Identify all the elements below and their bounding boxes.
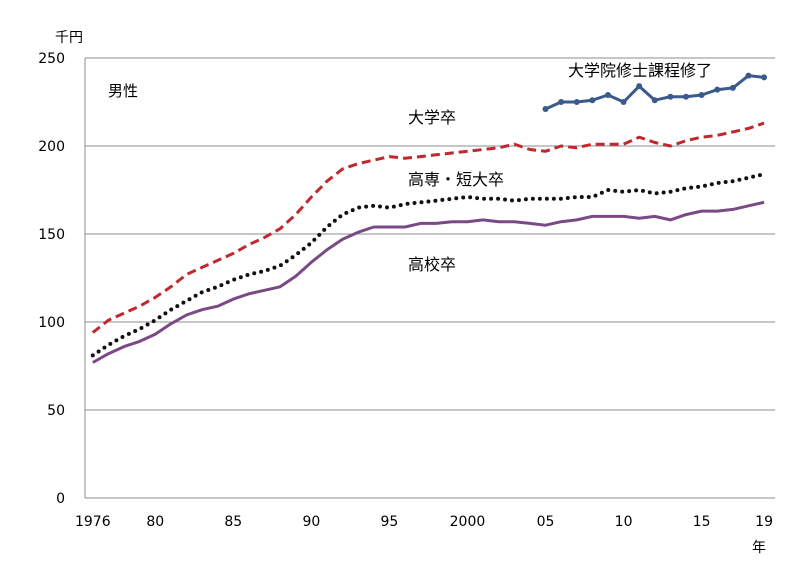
x-tick-label: 85 (224, 514, 242, 530)
x-tick-label: 1976 (75, 514, 111, 530)
series-point (651, 97, 658, 104)
series-point (542, 106, 549, 113)
series-point (558, 99, 565, 105)
x-tick-label: 80 (146, 514, 164, 530)
y-tick-label: 100 (38, 315, 65, 331)
y-tick-label: 0 (56, 491, 65, 507)
series-point (667, 93, 674, 100)
x-tick-label: 19 (755, 514, 773, 530)
series-line (92, 200, 765, 364)
series-point (636, 83, 643, 90)
y-tick-label: 200 (38, 139, 65, 155)
series-point (573, 99, 580, 105)
x-tick-label: 15 (693, 514, 711, 530)
series-point (714, 86, 721, 93)
series-point (745, 72, 752, 79)
y-tick-label: 50 (47, 403, 65, 419)
y-tick-label: 250 (38, 51, 65, 67)
series-label-highschool: 高校卒 (408, 255, 456, 274)
series-label-graduate: 大学院修士課程修了 (568, 61, 712, 80)
series-point (620, 99, 627, 105)
series-line (90, 172, 767, 358)
x-tick-label: 2000 (450, 514, 486, 530)
series-label-college: 高専・短大卒 (408, 170, 504, 189)
x-tick-label: 90 (302, 514, 320, 530)
series-point (589, 97, 596, 104)
axes (84, 58, 775, 499)
x-tick-label: 10 (615, 514, 633, 530)
x-tick-label: 05 (537, 514, 555, 530)
x-tick-labels: 1976 80 85 90 95 2000 05 10 15 19 (75, 514, 773, 530)
y-unit-label: 千円 (55, 30, 83, 46)
series-lines (90, 72, 768, 364)
gridlines (85, 57, 775, 411)
series-point (683, 93, 690, 100)
series-point (698, 91, 705, 98)
series-point (761, 74, 768, 81)
panel-label: 男性 (108, 82, 138, 100)
series-point (604, 91, 611, 98)
x-tick-label: 95 (380, 514, 398, 530)
y-tick-labels: 0 50 100 150 200 250 (38, 51, 65, 507)
x-unit-label: 年 (752, 540, 766, 556)
series-point (729, 84, 736, 91)
series-line (91, 121, 765, 334)
series-label-university: 大学卒 (408, 108, 456, 127)
y-tick-label: 150 (38, 227, 65, 243)
